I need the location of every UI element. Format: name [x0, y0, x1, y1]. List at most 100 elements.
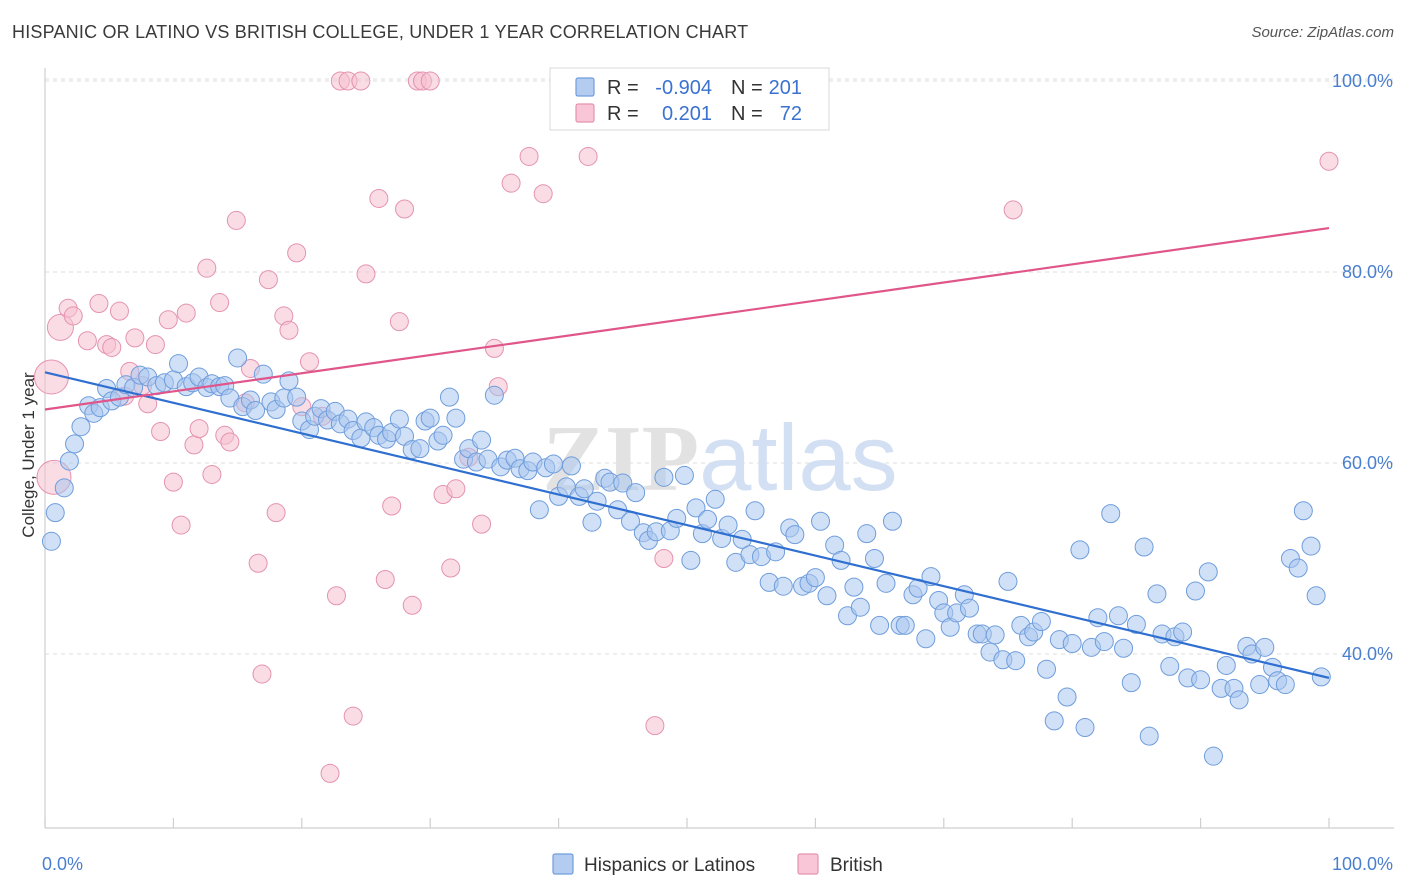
british-point-56: [420, 71, 440, 91]
hispanic-point-193: [1293, 501, 1313, 521]
legend-n-label-2: N =: [731, 103, 763, 125]
hispanic-point-31: [246, 400, 266, 420]
hispanic-point-75: [529, 500, 549, 520]
british-point-36: [279, 320, 299, 340]
hispanic-point-94: [654, 467, 674, 487]
british-point-37: [287, 243, 307, 263]
bottom-legend-label-british: British: [830, 855, 883, 876]
hispanic-point-125: [857, 524, 877, 544]
bottom-legend-swatch-blue: [552, 853, 574, 875]
british-point-27: [220, 432, 240, 452]
hispanic-point-108: [745, 501, 765, 521]
trend-lines: [44, 226, 1330, 679]
legend-n-label-1: N =: [731, 77, 763, 99]
x-tick-label-1: 100.0%: [1332, 854, 1393, 874]
hispanic-point-166: [1121, 673, 1141, 693]
british-point-41: [320, 763, 340, 783]
british-point-8: [102, 337, 122, 357]
british-point-12: [125, 328, 145, 348]
legend-n-value-1: 201: [769, 77, 802, 99]
hispanic-point-101: [698, 509, 718, 529]
hispanic-point-187: [1255, 637, 1275, 657]
british-point-45: [343, 706, 363, 726]
hispanic-point-119: [817, 586, 837, 606]
hispanic-point-88: [613, 473, 633, 493]
bottom-legend: Hispanics or Latinos British: [552, 853, 883, 876]
legend-r-label-2: R =: [607, 103, 639, 125]
hispanic-point-195: [1306, 586, 1326, 606]
axes: [44, 68, 1394, 829]
hispanic-point-129: [882, 511, 902, 531]
hispanic-point-157: [1062, 633, 1082, 653]
hispanic-point-147: [998, 571, 1018, 591]
hispanic-point-97: [674, 465, 694, 485]
hispanic-point-19: [169, 354, 189, 374]
hispanic-point-174: [1173, 622, 1193, 642]
british-point-68: [645, 716, 665, 736]
hispanic-point-131: [895, 615, 915, 635]
legend-swatch-blue: [575, 77, 595, 97]
legend-r-label-1: R =: [607, 77, 639, 99]
hispanic-point-159: [1075, 718, 1095, 738]
british-point-65: [519, 146, 539, 166]
hispanic-point-77: [543, 454, 563, 474]
hispanic-point-162: [1094, 632, 1114, 652]
hispanic-point-183: [1229, 690, 1249, 710]
hispanic-point-178: [1198, 562, 1218, 582]
british-point-66: [533, 184, 553, 204]
hispanic-point-83: [582, 512, 602, 532]
hispanic-point-179: [1203, 746, 1223, 766]
hispanic-point-53: [389, 409, 409, 429]
x-tick-labels: 0.0% 100.0%: [42, 854, 1393, 874]
chart-title: HISPANIC OR LATINO VS BRITISH COLLEGE, U…: [12, 22, 749, 42]
hispanic-point-165: [1114, 638, 1134, 658]
hispanic-point-177: [1191, 670, 1211, 690]
british-point-61: [472, 514, 492, 534]
hispanic-point-112: [773, 576, 793, 596]
british-point-59: [446, 479, 466, 499]
hispanic-point-37: [287, 387, 307, 407]
british-point-32: [252, 664, 272, 684]
hispanic-point-164: [1108, 606, 1128, 626]
hispanic-point-126: [864, 549, 884, 568]
hispanic-point-148: [1006, 651, 1026, 671]
british-point-17: [158, 310, 178, 330]
british-point-53: [402, 595, 422, 615]
hispanic-point-117: [805, 568, 825, 588]
hispanic-point-114: [785, 525, 805, 545]
bottom-legend-swatch-pink: [797, 853, 819, 875]
hispanic-point-168: [1134, 537, 1154, 557]
hispanic-point-128: [876, 573, 896, 593]
legend-r-value-1: -0.904: [655, 77, 712, 99]
hispanic-point-62: [446, 408, 466, 428]
bottom-legend-label-hispanic: Hispanics or Latinos: [584, 855, 755, 876]
hispanic-point-141: [959, 598, 979, 618]
british-point-70: [1003, 200, 1023, 220]
british-point-46: [351, 71, 371, 91]
hispanic-points: [41, 348, 1331, 766]
y-tick-label-2: 80.0%: [1342, 262, 1393, 282]
y-axis-label: College, Under 1 year: [19, 372, 38, 538]
hispanic-point-102: [705, 489, 725, 509]
british-point-5: [77, 331, 97, 351]
british-point-21: [184, 435, 204, 455]
british-point-71: [1319, 151, 1339, 171]
british-point-49: [375, 570, 395, 590]
british-point-52: [395, 199, 415, 219]
hispanic-point-98: [681, 550, 701, 570]
british-point-23: [197, 258, 217, 278]
hispanic-point-154: [1044, 711, 1064, 731]
hispanic-point-80: [561, 456, 581, 476]
hispanic-point-58: [420, 408, 440, 428]
hispanic-point-3: [59, 451, 79, 471]
hispanic-point-68: [484, 385, 504, 405]
hispanic-point-153: [1037, 659, 1057, 679]
hispanic-point-66: [472, 430, 492, 450]
hispanic-point-167: [1126, 614, 1146, 634]
hispanic-point-1: [45, 503, 65, 523]
british-point-69: [654, 549, 674, 568]
british-point-18: [163, 472, 183, 492]
legend-n-value-2: 72: [780, 103, 802, 125]
hispanic-point-61: [439, 387, 459, 407]
hispanic-point-56: [410, 439, 430, 459]
